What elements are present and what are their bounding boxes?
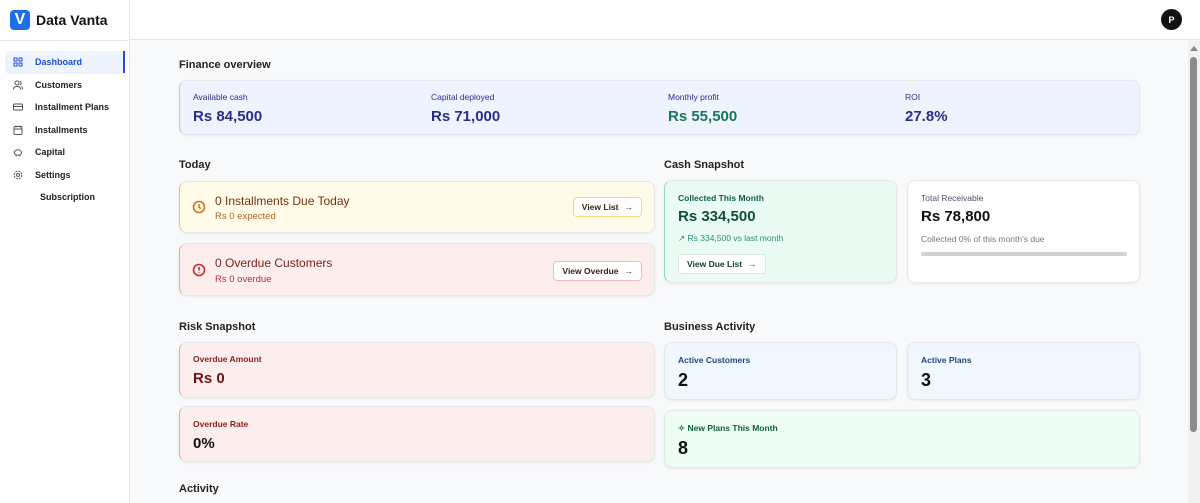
stat-value: Rs 55,500: [668, 108, 738, 125]
risk-snapshot-title: Risk Snapshot: [179, 321, 256, 333]
sidebar-item-installments[interactable]: Installments: [5, 119, 124, 142]
stat-label: ROI: [905, 92, 921, 102]
stat-value: 27.8%: [905, 108, 948, 125]
card-icon: [13, 103, 23, 111]
view-due-list-button[interactable]: View Due List →: [678, 254, 766, 274]
sidebar-item-installment-plans[interactable]: Installment Plans: [5, 96, 124, 119]
label-text: New Plans This Month: [687, 423, 778, 433]
sidebar-item-subscription[interactable]: Subscription: [5, 186, 124, 209]
overdue-customers-subtitle: Rs 0 overdue: [215, 274, 272, 285]
active-plans-label: Active Plans: [921, 355, 972, 365]
overdue-customers-card: 0 Overdue Customers Rs 0 overdue View Ov…: [179, 243, 655, 296]
new-plans-label: ✧ New Plans This Month: [678, 423, 778, 434]
overdue-customers-title: 0 Overdue Customers: [215, 256, 333, 270]
new-plans-value: 8: [678, 438, 689, 458]
overdue-rate-label: Overdue Rate: [193, 419, 249, 429]
overdue-amount-card: Overdue Amount Rs 0: [179, 342, 655, 398]
button-label: View List: [581, 202, 619, 212]
users-icon: [13, 80, 23, 90]
view-overdue-button[interactable]: View Overdue →: [553, 261, 642, 281]
active-customers-card: Active Customers 2: [664, 342, 897, 400]
top-header: P: [130, 0, 1200, 40]
grid-icon: [13, 57, 23, 67]
sidebar-item-label: Installment Plans: [35, 102, 110, 113]
avatar[interactable]: P: [1161, 9, 1182, 30]
scrollbar-thumb[interactable]: [1190, 57, 1197, 432]
arrow-right-icon: →: [624, 266, 634, 276]
receivable-subtitle: Collected 0% of this month's due: [921, 234, 1045, 244]
stat-value: Rs 71,000: [431, 108, 501, 125]
arrow-right-icon: →: [624, 202, 634, 212]
active-customers-label: Active Customers: [678, 355, 751, 365]
roi-stat: ROI 27.8%: [905, 92, 948, 125]
piggy-bank-icon: [13, 149, 22, 157]
available-cash-stat: Available cash Rs 84,500: [193, 92, 262, 125]
scroll-up-icon[interactable]: [1190, 46, 1198, 51]
due-today-card: 0 Installments Due Today Rs 0 expected V…: [179, 181, 655, 233]
business-activity-title: Business Activity: [664, 321, 756, 333]
monthly-profit-stat: Monthly profit Rs 55,500: [668, 92, 737, 125]
sidebar-item-label: Dashboard: [35, 57, 83, 68]
collected-value: Rs 334,500: [678, 208, 756, 225]
clock-icon: [192, 200, 206, 214]
sidebar-item-label: Installments: [35, 124, 88, 135]
receivable-progress-bar: [921, 252, 1127, 256]
overdue-amount-value: Rs 0: [193, 370, 225, 387]
gear-icon: [13, 170, 23, 180]
receivable-value: Rs 78,800: [921, 208, 991, 225]
sidebar: V Data Vanta Dashboard Customers Install…: [0, 0, 130, 503]
receivable-label: Total Receivable: [921, 193, 984, 203]
new-plans-card: ✧ New Plans This Month 8: [664, 410, 1140, 468]
finance-overview-card: Available cash Rs 84,500 Capital deployed…: [179, 80, 1140, 135]
cash-snapshot-title: Cash Snapshot: [664, 159, 745, 171]
trend-text: Rs 334,500 vs last month: [687, 233, 784, 243]
sidebar-item-label: Customers: [35, 79, 83, 90]
collected-trend: ↗ Rs 334,500 vs last month: [678, 233, 783, 244]
total-receivable-card: Total Receivable Rs 78,800 Collected 0% …: [907, 180, 1140, 283]
activity-title: Activity: [179, 483, 219, 495]
capital-deployed-stat: Capital deployed Rs 71,000: [431, 92, 500, 125]
due-today-subtitle: Rs 0 expected: [215, 211, 276, 222]
trending-up-icon: ↗: [678, 233, 686, 243]
finance-overview-title: Finance overview: [179, 59, 271, 71]
brand[interactable]: V Data Vanta: [0, 0, 129, 40]
sidebar-nav: Dashboard Customers Installment Plans In…: [0, 40, 129, 209]
stat-label: Available cash: [193, 92, 248, 102]
sparkles-icon: ✧: [678, 423, 686, 433]
view-list-button[interactable]: View List →: [572, 197, 642, 217]
sidebar-item-label: Subscription: [40, 192, 96, 203]
sidebar-item-label: Settings: [35, 169, 71, 180]
calendar-icon: [13, 125, 23, 135]
due-today-title: 0 Installments Due Today: [215, 194, 350, 208]
stat-value: Rs 84,500: [193, 108, 263, 125]
app-name: Data Vanta: [36, 12, 108, 28]
alert-circle-icon: [192, 263, 206, 277]
active-customers-value: 2: [678, 370, 689, 390]
button-label: View Overdue: [562, 266, 619, 276]
sidebar-item-dashboard[interactable]: Dashboard: [5, 51, 125, 74]
overdue-rate-value: 0%: [193, 435, 215, 452]
overdue-rate-card: Overdue Rate 0%: [179, 406, 655, 462]
scrollbar[interactable]: [1188, 41, 1200, 503]
active-plans-card: Active Plans 3: [907, 342, 1140, 400]
sidebar-item-customers[interactable]: Customers: [5, 74, 124, 97]
logo: V: [10, 10, 30, 30]
collected-this-month-card: Collected This Month Rs 334,500 ↗ Rs 334…: [664, 180, 897, 283]
stat-label: Monthly profit: [668, 92, 720, 102]
sidebar-item-capital[interactable]: Capital: [5, 141, 124, 164]
sidebar-item-settings[interactable]: Settings: [5, 164, 124, 187]
arrow-right-icon: →: [748, 259, 757, 269]
overdue-amount-label: Overdue Amount: [193, 354, 262, 364]
stat-label: Capital deployed: [431, 92, 495, 102]
collected-label: Collected This Month: [678, 193, 764, 203]
active-plans-value: 3: [921, 370, 932, 390]
sidebar-item-label: Capital: [35, 147, 66, 158]
today-title: Today: [179, 159, 211, 171]
button-label: View Due List: [687, 259, 743, 269]
